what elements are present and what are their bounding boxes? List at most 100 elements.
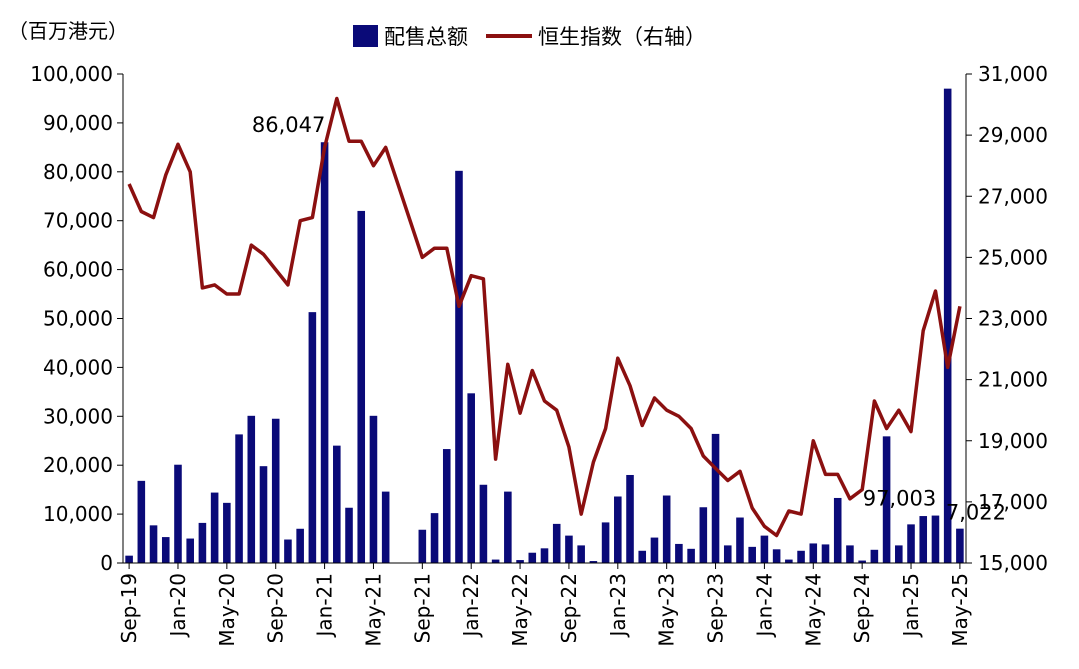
bar-May-24: [809, 543, 818, 563]
right-axis-tick-label: 15,000: [978, 551, 1048, 575]
bar-series: [125, 88, 964, 564]
bar-Jun-24: [821, 544, 830, 563]
bar-Sep-21: [418, 529, 427, 563]
bar-Jul-24: [833, 497, 842, 563]
x-axis-tick-label: Jan-21: [313, 573, 337, 639]
bar-Oct-20: [284, 539, 292, 563]
hsi-line: [127, 96, 962, 538]
bar-Apr-20: [210, 492, 219, 563]
x-axis: Sep-19 Jan-20 May-20 Sep-20 Jan-21 May-21 Sep-…: [117, 563, 972, 647]
bar-Mar-25: [931, 515, 940, 563]
legend-bar-label: 配售总额: [384, 25, 468, 49]
bar-Apr-21: [357, 210, 366, 564]
left-axis-tick-label: 0: [100, 551, 113, 575]
x-axis-tick-label: Jan-23: [606, 573, 630, 639]
bar-May-22: [516, 560, 524, 563]
bar-Nov-24: [882, 436, 891, 563]
left-axis-tick-label: 40,000: [43, 355, 113, 379]
right-axis-tick-label: 31,000: [978, 62, 1048, 86]
bar-Jan-21: [320, 142, 329, 563]
bar-Jul-23: [687, 548, 695, 563]
bar-Oct-19: [137, 480, 146, 563]
bar-Aug-20: [259, 466, 268, 563]
bar-Jan-24: [760, 535, 769, 563]
bar-Sep-23: [711, 433, 720, 563]
bar-Apr-25: [943, 88, 952, 563]
legend-line-label: 恒生指数（右轴）: [538, 25, 706, 49]
left-axis: 100,000 90,000 80,000 70,000 60,000 50,000 40,…: [30, 62, 123, 575]
bar-Sep-19: [125, 555, 133, 563]
bar-Apr-23: [650, 537, 659, 563]
bar-Feb-23: [626, 474, 634, 563]
x-axis-tick-label: Sep-23: [704, 573, 728, 643]
bar-Mar-23: [638, 550, 647, 563]
right-axis: 31,000 29,000 27,000 25,000 23,000 21,000 19,0…: [966, 62, 1048, 575]
legend-bar-swatch: [353, 25, 378, 47]
bar-Dec-20: [308, 312, 317, 563]
left-axis-tick-label: 10,000: [43, 502, 113, 526]
bar-Jan-20: [174, 464, 182, 563]
bar-Sep-20: [271, 418, 280, 563]
bar-Mar-24: [785, 559, 793, 563]
x-axis-tick-label: Jan-24: [752, 573, 776, 639]
x-axis-tick-label: Jan-20: [166, 573, 190, 639]
bar-Dec-22: [601, 522, 610, 563]
bar-Feb-21: [333, 445, 341, 563]
right-axis-tick-label: 17,000: [978, 490, 1048, 514]
bar-Nov-21: [442, 449, 451, 563]
bar-Feb-22: [479, 484, 488, 563]
left-axis-tick-label: 90,000: [43, 111, 113, 135]
x-axis-tick-label: Sep-22: [557, 573, 581, 643]
x-axis-tick-label: Jan-22: [459, 573, 483, 639]
x-axis-tick-label: May-23: [655, 573, 679, 647]
bar-Apr-22: [504, 491, 512, 563]
bar-Oct-24: [870, 549, 879, 563]
x-axis-tick-label: Sep-19: [117, 573, 141, 643]
left-axis-tick-label: 30,000: [43, 404, 113, 428]
left-axis-tick-label: 100,000: [30, 62, 113, 86]
bar-Nov-22: [589, 561, 598, 563]
bar-Oct-21: [430, 513, 439, 563]
bar-Mar-22: [491, 559, 500, 563]
annotations: 86,047 97,003 7,022: [252, 113, 1006, 524]
bar-Mar-20: [198, 522, 207, 563]
bar-Nov-23: [736, 517, 744, 563]
right-axis-tick-label: 25,000: [978, 245, 1048, 269]
bar-Jan-23: [614, 496, 622, 563]
x-axis-tick-label: Sep-24: [850, 573, 874, 643]
data-label-Mar-25: 97,003: [863, 487, 936, 511]
x-axis-tick-label: Jan-25: [899, 573, 923, 639]
bar-Feb-24: [772, 549, 781, 563]
left-axis-tick-label: 20,000: [43, 453, 113, 477]
right-axis-tick-label: 21,000: [978, 368, 1048, 392]
bar-Sep-22: [565, 535, 573, 563]
bar-Dec-21: [455, 170, 463, 563]
left-axis-tick-label: 60,000: [43, 258, 113, 282]
x-axis-tick-label: May-24: [801, 573, 825, 647]
right-axis-tick-label: 29,000: [978, 123, 1048, 147]
bar-Nov-19: [149, 525, 158, 563]
bar-Feb-20: [186, 538, 194, 563]
bar-Jan-22: [467, 393, 475, 563]
bar-Dec-19: [161, 537, 170, 563]
bar-May-25: [956, 528, 964, 563]
bar-May-20: [223, 502, 231, 563]
bar-Dec-24: [895, 545, 903, 563]
bar-Jun-23: [675, 543, 683, 563]
bar-Aug-22: [552, 523, 561, 563]
data-label-Jan-21: 86,047: [252, 113, 325, 137]
bar-Aug-24: [846, 545, 854, 563]
bar-Mar-21: [345, 507, 353, 563]
line-series: [127, 96, 962, 538]
bar-Dec-23: [748, 546, 756, 563]
x-axis-tick-label: Sep-21: [410, 573, 434, 643]
bar-Jul-22: [540, 548, 549, 563]
bar-Sep-24: [858, 560, 866, 563]
x-axis-tick-label: May-20: [215, 573, 239, 647]
bar-Jan-25: [907, 524, 915, 563]
left-axis-tick-label: 70,000: [43, 209, 113, 233]
bar-May-21: [369, 415, 378, 563]
right-axis-tick-label: 23,000: [978, 307, 1048, 331]
bar-Nov-20: [296, 528, 304, 563]
